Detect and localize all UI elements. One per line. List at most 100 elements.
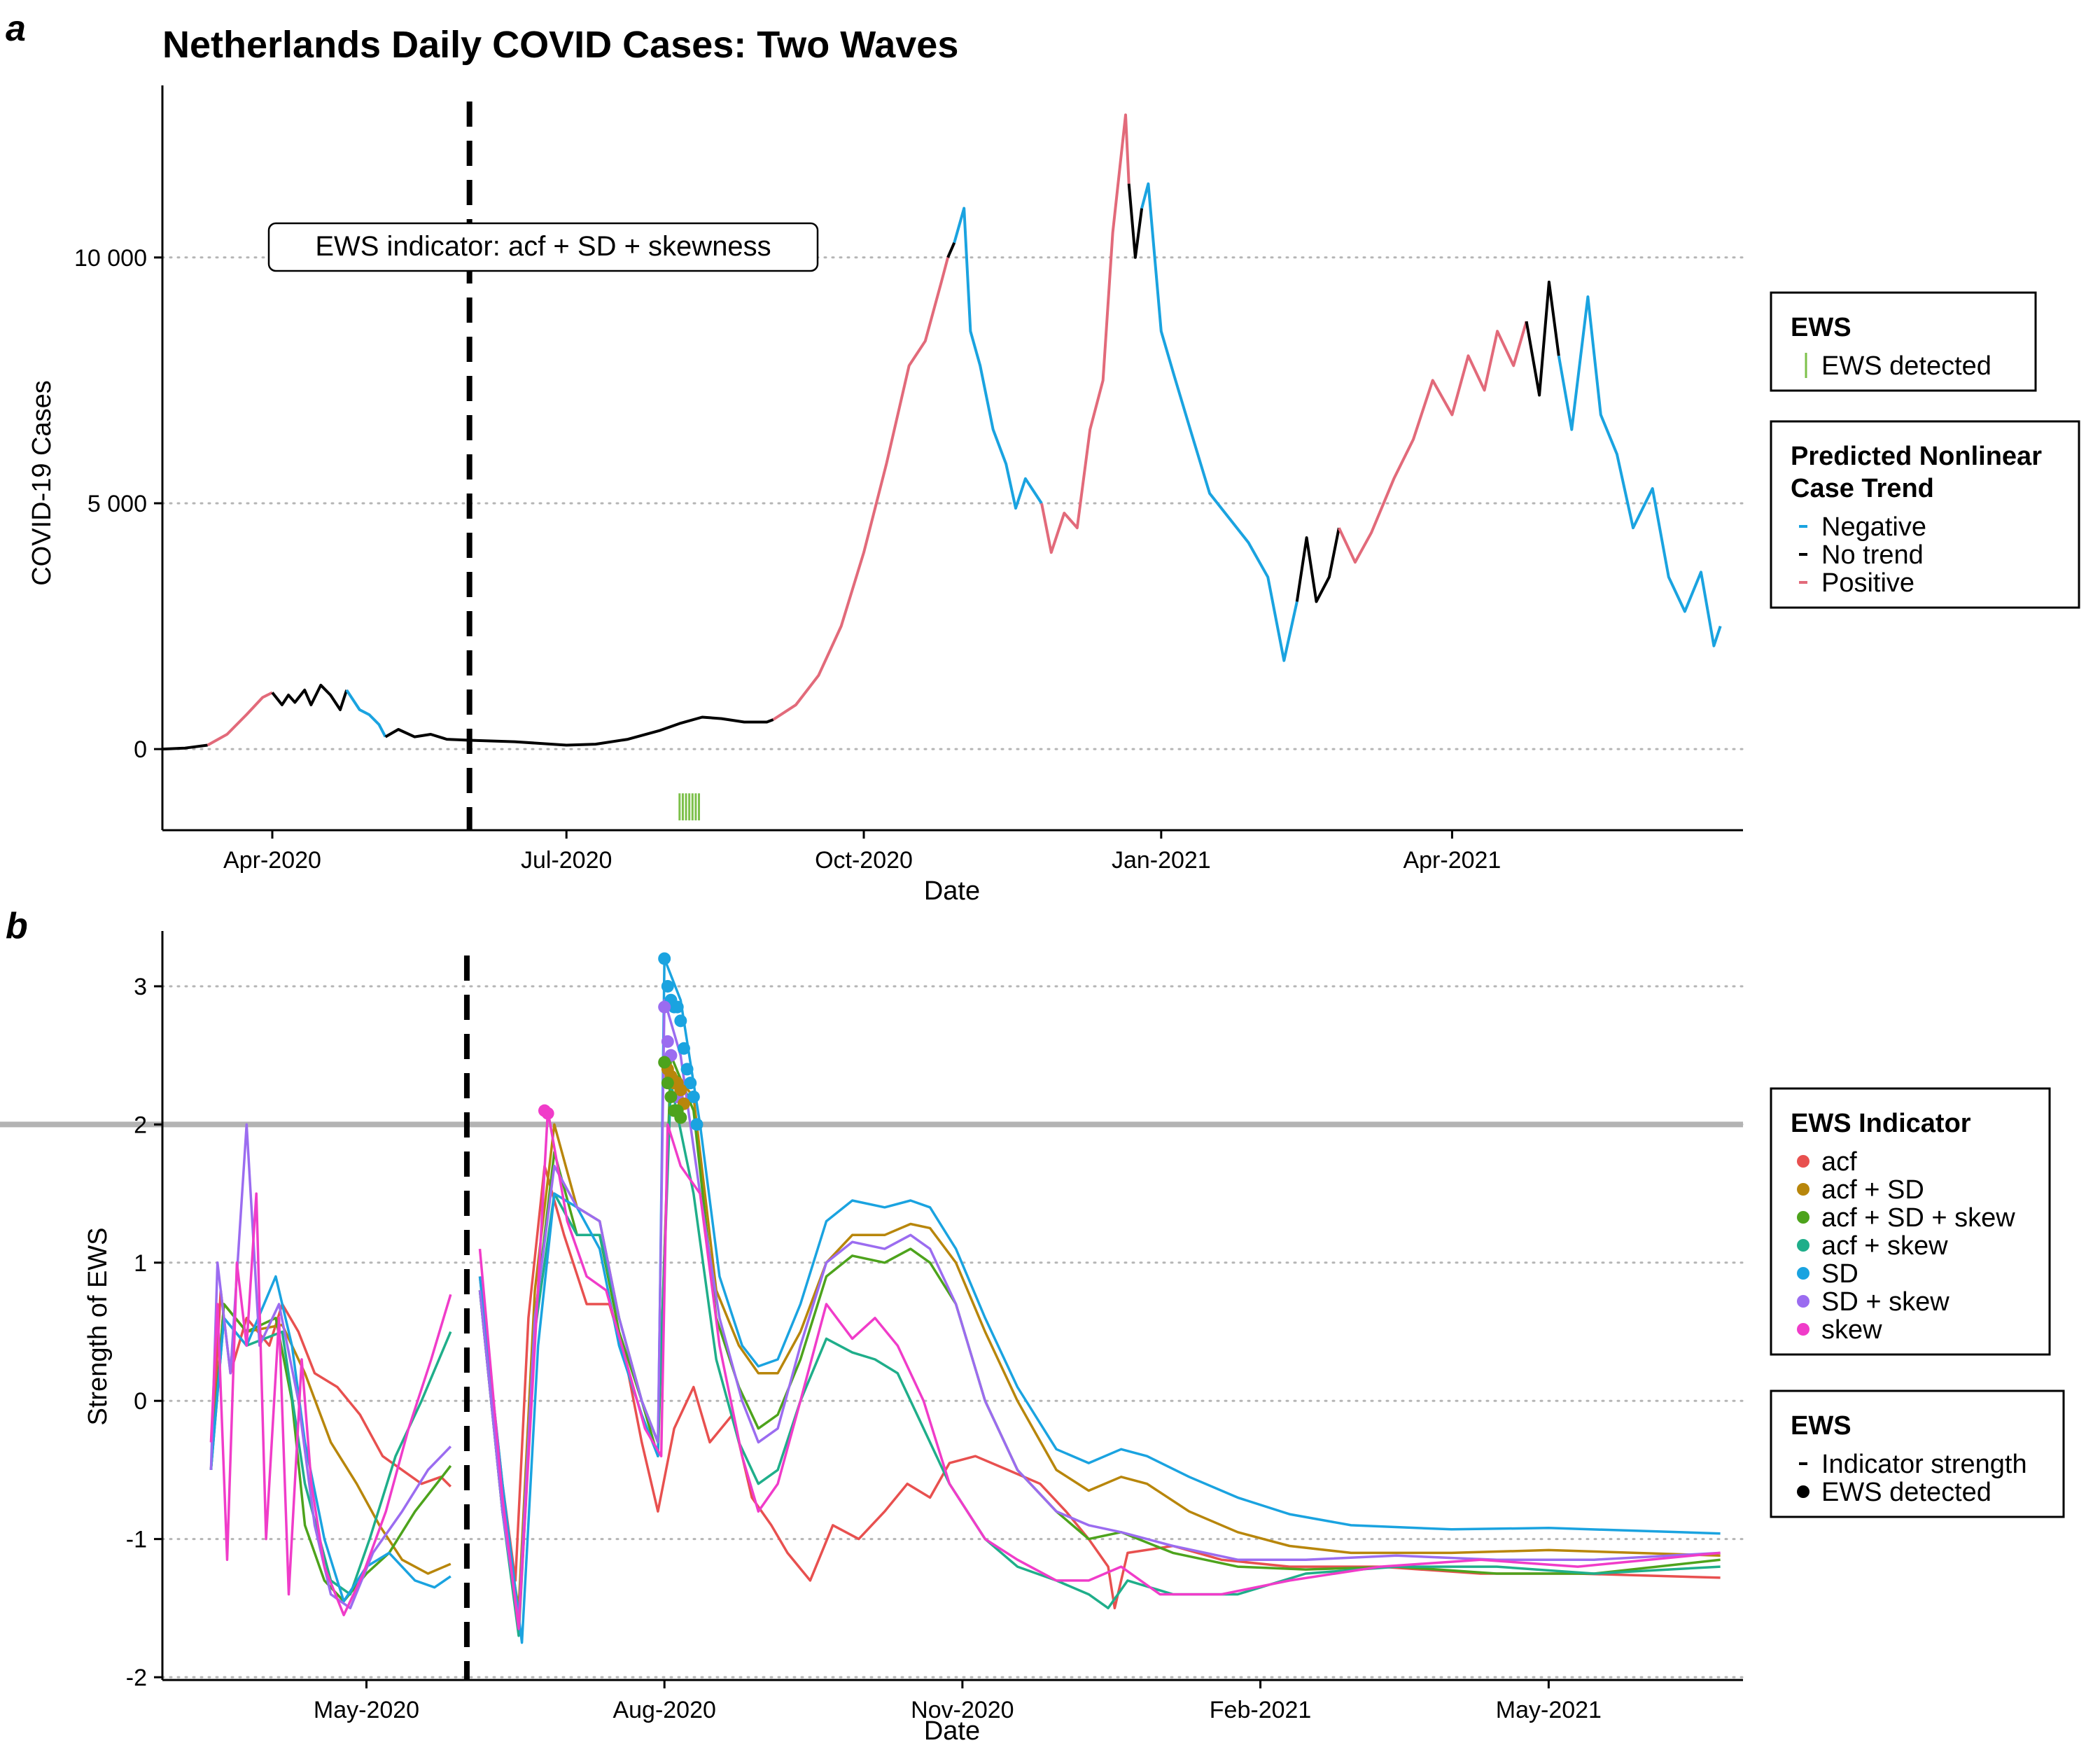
b-legend-frame [1770,1390,2065,1518]
indicator-line [209,1289,452,1488]
b-x-tick-label: May-2020 [314,1697,419,1723]
ews-detected-point [661,1035,674,1048]
indicator-line [478,998,1721,1623]
a-x-tick-label: Apr-2020 [223,847,321,874]
a-legend-title: Predicted Nonlinear [1791,442,2042,471]
b-x-tick-labels: May-2020 Aug-2020 Nov-2020 Feb-2021 May-2021 [314,1697,1602,1723]
case-trend-line [1337,321,1528,564]
a-annotation-frame [267,222,819,272]
b-legend-label: acf + SD [1821,1175,1924,1205]
ews-detected-point [658,1056,671,1069]
panel-a: a Netherlands Daily COVID Cases: Two Wav… [6,8,2080,906]
a-legend-label: EWS detected [1821,351,1991,381]
b-y-tick-labels: -2 -1 0 1 2 3 [126,974,147,1691]
a-legend-title: Case Trend [1791,474,1934,503]
a-legend-frame [1770,420,2080,609]
case-trend-line [1040,113,1130,554]
b-legend-label: acf + skew [1821,1231,1948,1261]
b-legend-key [1797,1183,1809,1196]
b-y-tick-label: -2 [126,1665,147,1691]
panel-a-letter: a [6,8,26,49]
a-legend: Predicted Nonlinear Case Trend NegativeNo … [1770,420,2080,609]
indicator-line [209,1123,452,1610]
a-ews-detected-marks [678,793,701,820]
a-x-tick-label: Jan-2021 [1112,847,1211,874]
a-legend: EWS EWS detected [1770,291,2037,392]
ews-detected-point [661,1077,674,1090]
b-x-tick-label: Nov-2020 [911,1697,1014,1723]
ews-detected-point [687,1090,700,1103]
case-trend-line [271,683,349,711]
a-x-tick-label: Oct-2020 [815,847,913,874]
b-y-tick-label: 0 [134,1388,147,1415]
case-trend-line [1525,280,1560,397]
ews-detected-point [684,1077,697,1090]
chart-title: Netherlands Daily COVID Cases: Two Waves [162,24,958,66]
a-y-tick-label: 0 [134,736,147,763]
ews-detected-point [541,1107,554,1120]
b-ews-detected-points [538,952,704,1131]
indicator-line [209,1317,452,1596]
b-legend-label: skew [1821,1315,1882,1345]
a-x-tick-label: Jul-2020 [521,847,612,874]
b-legend-key [1797,1323,1809,1336]
b-legend-label: acf + SD + skew [1821,1203,2015,1233]
a-legend-title: EWS [1791,313,1851,342]
ews-detected-point [658,1000,671,1014]
a-y-axis-label: COVID-19 Cases [27,380,57,586]
b-x-tick-label: Feb-2021 [1210,1697,1312,1723]
a-x-axis-label: Date [924,876,980,906]
b-indicator-lines [209,957,1721,1644]
case-trend-line [1557,295,1722,648]
a-gridlines [161,256,1744,750]
a-legend-frame [1770,291,2037,392]
b-legend-label: acf [1821,1147,1857,1177]
a-y-tick-label: 10 000 [74,245,147,272]
ews-detected-point [690,1118,704,1131]
b-legend-key [1797,1239,1809,1252]
b-legend-title: EWS Indicator [1791,1109,1971,1138]
a-y-tick-label: 5 000 [88,491,147,517]
ews-detected-point [664,1090,678,1103]
panel-b: b May-2020 Aug-2020 Nov-2020 Feb-2021 May-20… [0,906,2065,1746]
a-case-lines [162,113,1722,751]
panel-b-letter: b [6,906,28,946]
a-annotation-text: EWS indicator: acf + SD + skewness [315,231,771,262]
a-x-tick-label: Apr-2021 [1403,847,1501,874]
a-legend-label: Positive [1821,568,1914,598]
indicator-line [209,1303,452,1603]
b-legend-key [1797,1485,1809,1498]
case-trend-line [1140,182,1298,662]
a-legend-label: Negative [1821,512,1926,542]
b-legend-label: EWS detected [1821,1478,1991,1507]
case-trend-line [772,257,950,721]
b-legend-key [1797,1211,1809,1224]
b-y-axis-label: Strength of EWS [83,1227,113,1425]
indicator-line [478,1109,1721,1630]
case-trend-line [384,715,774,747]
b-y-tick-label: 1 [134,1250,147,1277]
a-x-tick-labels: Apr-2020 Jul-2020 Oct-2020 Jan-2021 Apr-2021 [223,847,1501,874]
b-legend-label: Indicator strength [1821,1450,2027,1479]
case-trend-line [162,743,208,751]
a-y-tick-labels: 0 5 000 10 000 [74,245,147,763]
b-legend-key [1797,1155,1809,1168]
case-trend-line [953,206,1043,510]
ews-detected-point [674,1084,687,1097]
indicator-line [478,957,1721,1644]
a-legend-label: No trend [1821,540,1924,570]
b-x-tick-label: Aug-2020 [612,1697,715,1723]
ews-detected-point [674,1111,687,1124]
b-legend-label: SD + skew [1821,1287,1949,1317]
b-legend-key [1797,1295,1809,1308]
ews-detected-point [671,1000,684,1014]
case-trend-line [345,689,387,738]
b-x-axis-label: Date [924,1716,980,1746]
case-trend-line [1127,183,1144,259]
b-y-tick-label: 3 [134,974,147,1000]
a-annotation-box: EWS indicator: acf + SD + skewness [267,222,819,272]
a-axes [154,85,1743,839]
